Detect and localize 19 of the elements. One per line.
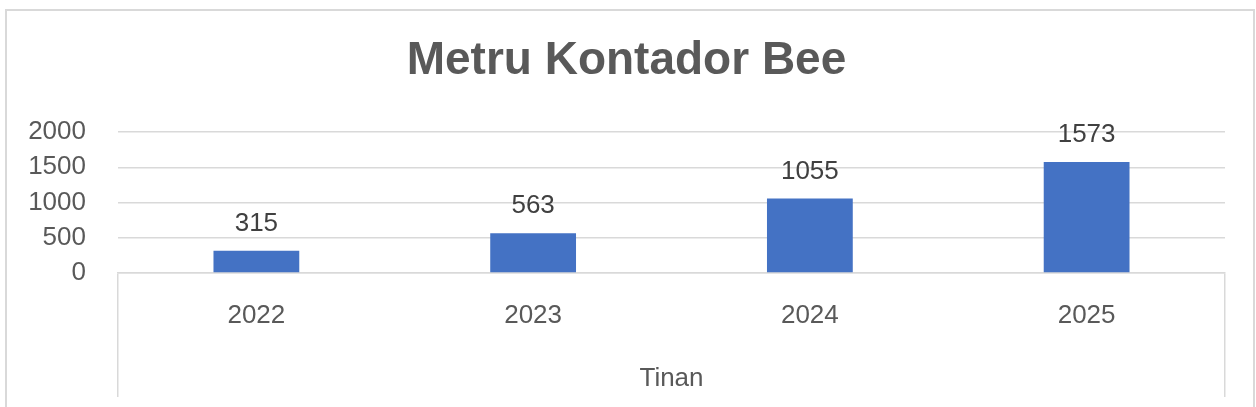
data-label: 315 [234, 206, 279, 237]
y-tick-label: 2000 [28, 115, 86, 146]
y-tick-label: 500 [42, 220, 86, 251]
bar [1043, 162, 1130, 273]
bar [766, 198, 853, 273]
x-tick-label: 2024 [780, 298, 839, 329]
data-label: 1055 [780, 154, 839, 185]
bar [490, 233, 577, 273]
data-label: 1573 [1057, 118, 1116, 149]
bar [213, 250, 300, 273]
y-tick-label: 0 [71, 256, 86, 287]
data-label: 563 [511, 189, 555, 220]
x-tick-label: 2022 [227, 298, 286, 329]
y-tick-label: 1000 [28, 185, 86, 216]
y-tick-label: 1500 [28, 150, 86, 181]
x-tick-label: 2025 [1057, 298, 1116, 329]
chart-title: Metru Kontador Bee [406, 32, 847, 85]
x-tick-label: 2023 [504, 298, 563, 329]
x-axis-title: Tinan [639, 361, 704, 392]
